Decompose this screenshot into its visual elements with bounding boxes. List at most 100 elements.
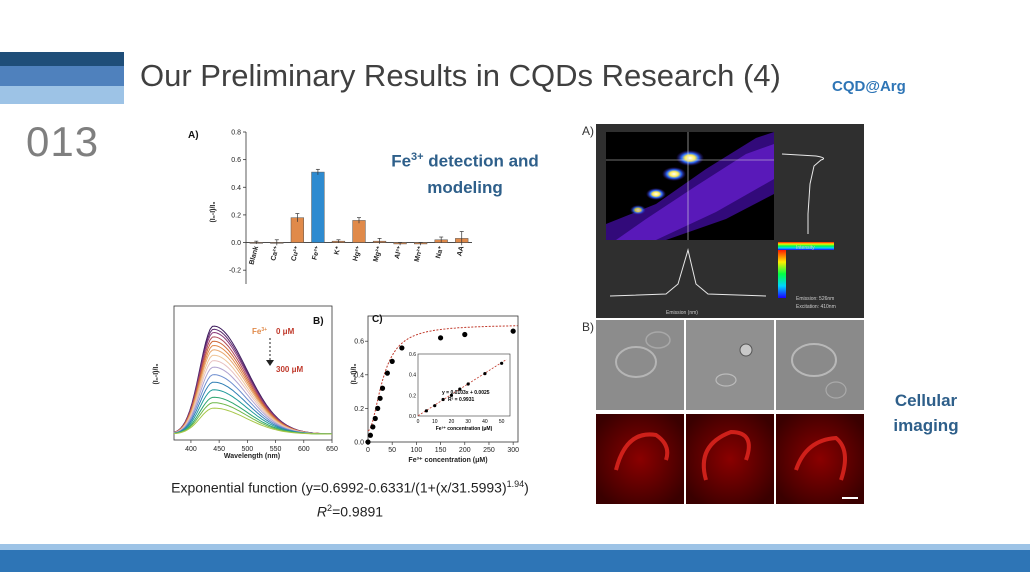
bright-image-2 — [686, 320, 774, 410]
inset-x-tick-label: 20 — [449, 419, 455, 425]
bar-category-label: Hg²⁺ — [352, 245, 363, 262]
fe-caption-rest: detection and — [423, 151, 539, 171]
scatter-point — [437, 335, 444, 341]
bar-y-tick-label: -0.2 — [229, 268, 241, 275]
spectrum-line — [173, 407, 332, 435]
scatter-point — [399, 345, 405, 351]
bar-category-label: Ca²⁺ — [270, 245, 281, 262]
cellular-imaging-caption: Cellular imaging — [880, 388, 972, 438]
spectra-x-tick-label: 550 — [270, 446, 282, 453]
cell-outline-2 — [645, 331, 671, 349]
map-colorbar-v — [778, 250, 786, 298]
panel-c-ylabel: (I₀-I)/I₀ — [351, 363, 358, 384]
fit-equation: Exponential function (y=0.6992-0.6331/(1… — [130, 474, 570, 521]
panel-c-xlabel: Fe³⁺ concentration (μM) — [408, 457, 487, 464]
header-bar-dark — [0, 52, 124, 66]
spectra-ion-symbol: Fe — [252, 327, 262, 336]
scatter-plot: 0 50 100 150 200 250 300 0.0 0.2 0.4 0.6 0 10 20 30 40 5… — [354, 315, 519, 454]
header-bar-mid — [0, 66, 124, 86]
footer-bar-light — [0, 544, 1030, 550]
scatter-point — [389, 358, 395, 364]
inset-point — [424, 409, 428, 413]
red-image-1 — [596, 414, 684, 504]
inset-point — [433, 404, 437, 408]
inset-y-tick-label: 0.6 — [409, 352, 416, 358]
map-inner-band — [616, 144, 774, 240]
spectra-ion-label: Fe3+ — [252, 327, 267, 336]
bar-category-label: AA — [456, 245, 465, 257]
map-excitation-label: Excitation: 410nm — [796, 304, 836, 310]
spectra-x-tick-label: 600 — [298, 446, 310, 453]
bar — [311, 171, 325, 243]
inset-equation: y = 0.0103x + 0.0025 — [442, 390, 490, 396]
scatter-y-tick-label: 0.2 — [354, 406, 364, 413]
scatter-point — [462, 331, 468, 338]
map-xaxis-label: Emission (nm) — [666, 310, 698, 316]
slide-tag: CQD@Arg — [832, 78, 906, 95]
red-image-3 — [776, 414, 864, 504]
red-signal-2 — [701, 429, 751, 481]
scatter-point — [379, 385, 386, 391]
scatter-point — [377, 395, 383, 401]
r2-value: =0.9891 — [332, 503, 384, 520]
inset-point — [441, 397, 445, 402]
scatter-y-tick-label: 0.0 — [354, 440, 364, 447]
bar-y-tick-label: 0.6 — [231, 157, 241, 164]
r2-exp: 2 — [327, 502, 333, 513]
panel-a-ylabel: (I₀-I)/I₀ — [210, 201, 217, 222]
panel-b-xlabel: Wavelength (nm) — [224, 453, 280, 460]
cell-outline-3 — [739, 343, 753, 357]
spectra-chart-panel-b: 400 450 500 550 600 650 B) Fe3+ 0 μM 300 μM W… — [153, 305, 338, 460]
r2-symbol: R — [316, 503, 328, 520]
spectra-x-tick-label: 650 — [326, 446, 338, 453]
spectra-x-tick-label: 450 — [213, 446, 225, 453]
bar-y-tick-label: 0.2 — [231, 212, 241, 219]
spectra-ion-charge: 3+ — [261, 327, 267, 333]
map-peak-3 — [646, 188, 666, 200]
bar-y-tick-label: 0.0 — [231, 240, 241, 247]
bar — [352, 220, 366, 243]
bar-y-tick-label: 0.4 — [231, 185, 241, 192]
inset-point — [466, 382, 470, 386]
map-intensity-label: Intensity — [796, 245, 815, 251]
inset-point — [500, 361, 504, 365]
spectra-conc-top: 0 μM — [276, 327, 295, 336]
fe-caption-line2: modeling — [427, 177, 503, 197]
scatter-x-tick-label: 0 — [366, 447, 370, 454]
map-peak-4 — [630, 205, 646, 215]
fit-curve — [367, 325, 518, 432]
scatter-point — [365, 439, 371, 445]
fluorescence-map-drawing: Intensity Emission: 526nm Excitation: 41… — [606, 132, 836, 316]
footer-bar-dark — [0, 550, 1030, 572]
red-image-2 — [686, 414, 774, 504]
spectra-arrow-head — [266, 360, 274, 366]
inset-xlabel: Fe³⁺ concentration (μM) — [436, 426, 493, 432]
inset-y-tick-label: 0.0 — [409, 414, 416, 420]
bar-chart-plot: -0.2 0.0 0.2 0.4 0.6 0.8 Blank Ca²⁺ Cu²⁺ Fe³⁺ K⁺ Hg… — [229, 130, 472, 284]
fit-equation-close: ) — [524, 479, 529, 496]
panel-c-label: C) — [372, 314, 383, 325]
map-peak-1 — [676, 150, 704, 166]
cell-image-drawing — [596, 320, 864, 504]
inset-point — [458, 387, 462, 391]
scatter-point — [375, 405, 381, 411]
scatter-point — [384, 370, 390, 376]
cell-outline-5 — [791, 343, 837, 377]
bar-category-label: Na⁺ — [435, 245, 445, 259]
slide-number: 013 — [26, 118, 100, 165]
scatter-x-tick-label: 100 — [411, 447, 423, 454]
cell-outline-6 — [825, 381, 847, 399]
scatter-x-tick-label: 50 — [388, 447, 396, 454]
fit-equation-exp: 1.94 — [506, 479, 525, 489]
bright-image-1 — [596, 320, 684, 410]
scatter-x-tick-label: 150 — [435, 447, 447, 454]
inset-frame — [417, 353, 511, 417]
inset-point — [483, 372, 487, 376]
map-diagonal-band — [606, 132, 774, 240]
scatter-x-tick-label: 250 — [483, 447, 495, 454]
map-side-profile — [781, 153, 825, 234]
right-panel-b-label: B) — [582, 320, 594, 334]
bar-y-tick-label: 0.8 — [231, 130, 241, 137]
inset-y-tick-label: 0.4 — [409, 373, 416, 379]
cell-image-grid — [596, 320, 864, 504]
